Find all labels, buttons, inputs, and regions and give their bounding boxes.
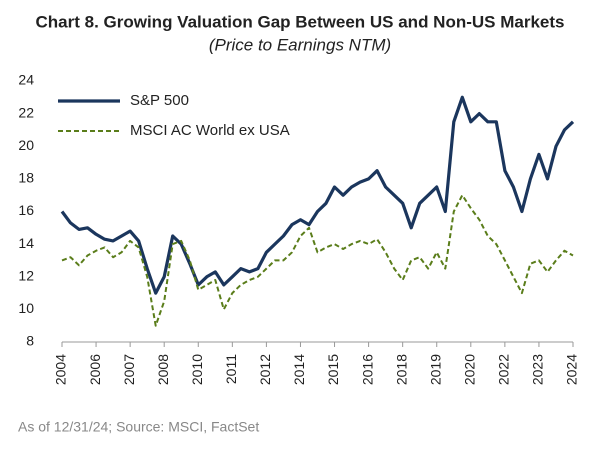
y-tick-label: 16: [18, 202, 34, 218]
chart-subtitle: (Price to Earnings NTM): [209, 35, 391, 54]
x-tick-label: 2018: [393, 354, 409, 385]
y-tick-label: 22: [18, 104, 34, 120]
x-tick-label: 2016: [359, 354, 375, 385]
x-tick-label: 2024: [564, 354, 580, 385]
x-tick-label: 2004: [53, 354, 69, 385]
x-tick-label: 2023: [530, 354, 546, 385]
y-tick-label: 18: [18, 170, 34, 186]
x-tick-label: 2022: [496, 354, 512, 385]
x-tick-label: 2015: [325, 354, 341, 385]
x-tick-label: 2011: [223, 354, 239, 384]
y-tick-label: 8: [26, 333, 34, 349]
x-tick-label: 2006: [87, 354, 103, 385]
x-tick-label: 2019: [427, 354, 443, 385]
x-tick-label: 2007: [121, 354, 137, 385]
y-tick-label: 14: [18, 235, 34, 251]
legend-label: S&P 500: [130, 92, 189, 109]
source-note: As of 12/31/24; Source: MSCI, FactSet: [18, 419, 259, 435]
x-tick-label: 2008: [155, 354, 171, 385]
x-tick-label: 2020: [462, 354, 478, 385]
x-tick-label: 2012: [257, 354, 273, 385]
x-tick-label: 2010: [189, 354, 205, 385]
y-tick-label: 24: [18, 72, 34, 88]
x-tick-label: 2014: [291, 354, 307, 385]
y-tick-label: 10: [18, 300, 34, 316]
series-line: [61, 194, 574, 327]
y-tick-label: 12: [18, 267, 34, 283]
legend-label: MSCI AC World ex USA: [130, 122, 290, 139]
y-tick-label: 20: [18, 137, 34, 153]
chart-title: Chart 8. Growing Valuation Gap Between U…: [36, 12, 565, 31]
series-line: [60, 95, 575, 295]
